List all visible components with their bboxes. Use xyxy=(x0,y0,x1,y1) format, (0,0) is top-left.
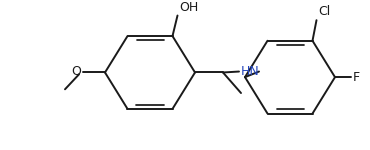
Text: HN: HN xyxy=(241,65,260,78)
Text: F: F xyxy=(353,71,360,84)
Text: Cl: Cl xyxy=(319,5,331,18)
Text: O: O xyxy=(71,65,81,78)
Text: OH: OH xyxy=(179,1,199,14)
